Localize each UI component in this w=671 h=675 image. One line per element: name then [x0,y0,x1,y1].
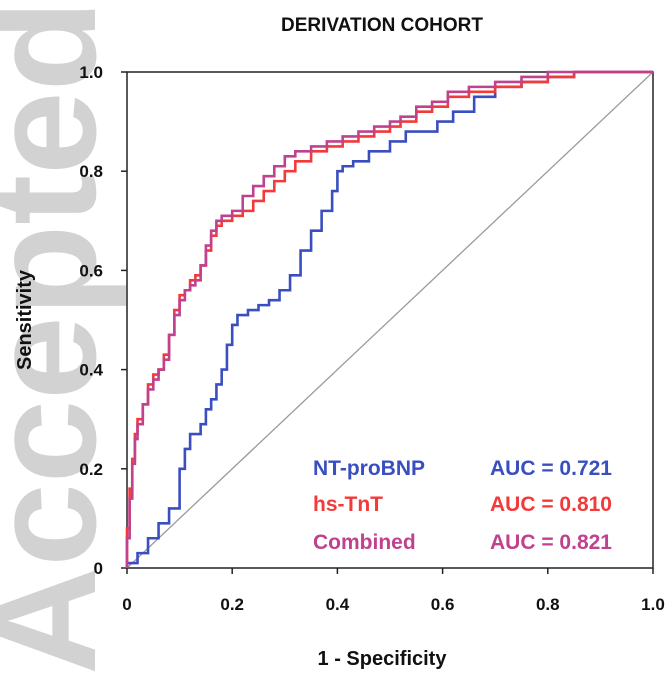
y-axis-label: Sensitivity [14,269,36,370]
x-tick-label: 0.2 [220,595,244,614]
x-tick-label: 0.6 [431,595,455,614]
legend-auc-hs-tnt: AUC = 0.810 [490,493,612,516]
plot-area [126,71,654,569]
legend-name-nt-probnp: NT-proBNP [313,457,425,480]
legend-name-hs-tnt: hs-TnT [313,493,383,516]
y-tick-label: 0.8 [79,162,103,181]
roc-line-nt-probnp [125,70,653,568]
x-axis-label: 1 - Specificity [318,648,448,670]
roc-line-combined [125,70,653,568]
axis-ticks: 0 0.2 0.4 0.6 0.8 1.0 0 0.2 0.4 0.6 0.8 1.0 [79,63,664,614]
y-tick-label: 1.0 [79,63,103,82]
y-tick-label: 0.6 [79,261,103,280]
legend-auc-nt-probnp: AUC = 0.721 [490,457,612,480]
legend-name-combined: Combined [313,531,416,554]
y-tick-label: 0.4 [79,361,103,380]
x-tick-label: 0 [122,595,131,614]
x-tick-label: 0.4 [326,595,350,614]
legend: NT-proBNP AUC = 0.721 hs-TnT AUC = 0.810… [313,457,612,554]
chart-title: DERIVATION COHORT [281,15,483,36]
x-tick-label: 0.8 [536,595,560,614]
reference-diagonal-line [126,71,654,569]
watermark: Accepted Article [0,0,127,675]
y-tick-label: 0 [94,559,103,578]
x-tick-label: 1.0 [641,595,665,614]
watermark-text: Accepted Article [0,0,127,675]
y-tick-label: 0.2 [79,460,103,479]
series-layer [125,70,653,568]
legend-auc-combined: AUC = 0.821 [490,531,612,554]
reference-layer [126,71,654,569]
